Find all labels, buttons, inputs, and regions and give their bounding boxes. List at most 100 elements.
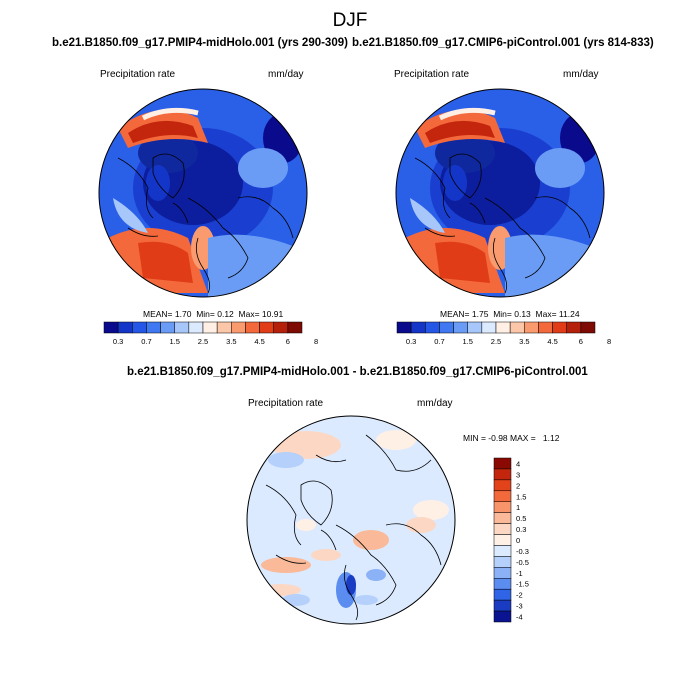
colorbar-swatch	[245, 321, 260, 334]
max-label: Max=	[535, 309, 557, 319]
colorbar-tick-label: 3.5	[226, 337, 236, 346]
colorbar-tick-label: 0.3	[516, 525, 526, 534]
colorbar-swatch	[580, 321, 596, 334]
colorbar-swatch	[188, 321, 204, 334]
right-precipitation-map	[395, 88, 605, 298]
max-label: Max=	[238, 309, 260, 319]
colorbar-swatch	[493, 490, 512, 502]
colorbar-swatch	[493, 523, 512, 535]
colorbar-swatch	[493, 588, 512, 601]
colorbar-swatch	[493, 578, 512, 590]
colorbar-tick-label: 2	[516, 481, 520, 490]
colorbar-swatch	[493, 599, 512, 612]
colorbar-swatch	[493, 457, 512, 470]
colorbar-tick-label: -0.5	[516, 558, 529, 567]
right-max-value: 11.24	[558, 309, 580, 319]
diff-max-value: 1.12	[542, 433, 560, 443]
colorbar-swatch	[524, 321, 539, 334]
colorbar-swatch	[410, 321, 426, 334]
colorbar-swatch	[493, 479, 512, 492]
colorbar-tick-label: 0.3	[113, 337, 123, 346]
max-label: MAX =	[510, 433, 536, 443]
colorbar-tick-label: 2.5	[491, 337, 501, 346]
colorbar-swatch	[132, 321, 147, 334]
colorbar-tick-label: -1	[516, 569, 523, 578]
colorbar-swatch	[103, 321, 119, 334]
colorbar-swatch	[467, 321, 483, 334]
difference-title: b.e21.B1850.f09_g17.PMIP4-midHolo.001 - …	[127, 366, 588, 378]
colorbar-swatch	[146, 321, 161, 334]
colorbar-tick-label: 0	[516, 536, 520, 545]
left-panel-title: b.e21.B1850.f09_g17.PMIP4-midHolo.001 (y…	[52, 37, 348, 49]
colorbar-swatch	[566, 321, 582, 334]
colorbar-tick-label: 6	[579, 337, 583, 346]
right-colorbar: 0.3 0.7 1.5 2.5 3.5 4.5 6 8	[396, 321, 611, 346]
right-panel-title: b.e21.B1850.f09_g17.CMIP6-piControl.001 …	[352, 37, 654, 49]
colorbar-swatch	[493, 567, 512, 579]
left-min-value: 0.12	[217, 309, 234, 319]
colorbar-tick-label: 6	[286, 337, 290, 346]
min-label: MIN =	[463, 433, 486, 443]
colorbar-tick-label: 8	[314, 337, 318, 346]
colorbar-tick-label: -0.3	[516, 547, 529, 556]
right-min-value: 0.13	[514, 309, 531, 319]
colorbar-swatch	[493, 534, 512, 546]
colorbar-swatch	[273, 321, 289, 334]
colorbar-tick-label: 0.5	[516, 514, 526, 523]
colorbar-tick-label: 3.5	[519, 337, 529, 346]
colorbar-tick-label: 1	[516, 503, 520, 512]
colorbar-swatch	[425, 321, 440, 334]
colorbar-swatch	[396, 321, 412, 334]
colorbar-swatch	[231, 321, 246, 334]
left-max-value: 10.91	[261, 309, 284, 319]
left-stats: MEAN= 1.70 Min= 0.12 Max= 10.91	[143, 309, 283, 319]
colorbar-swatch	[439, 321, 454, 334]
colorbar-swatch	[493, 468, 512, 481]
colorbar-tick-label: 4	[516, 459, 520, 468]
colorbar-swatch	[493, 501, 512, 513]
colorbar-swatch	[202, 321, 218, 334]
colorbar-swatch	[174, 321, 190, 334]
diff-min-value: -0.98	[488, 433, 508, 443]
right-variable-label: Precipitation rate	[394, 69, 470, 80]
min-label: Min=	[196, 309, 215, 319]
colorbar-swatch	[117, 321, 133, 334]
colorbar-swatch	[259, 321, 274, 334]
colorbar-swatch	[538, 321, 553, 334]
figure-title: DJF	[332, 10, 368, 31]
left-mean-value: 1.70	[174, 309, 192, 319]
diff-variable-label: Precipitation rate	[248, 398, 324, 409]
colorbar-swatch	[216, 321, 232, 334]
difference-precipitation-map	[246, 415, 456, 625]
colorbar-tick-label: 4.5	[254, 337, 264, 346]
colorbar-tick-label: 0.7	[434, 337, 444, 346]
mean-label: MEAN=	[143, 309, 173, 319]
colorbar-swatch	[495, 321, 511, 334]
colorbar-swatch	[493, 556, 512, 568]
left-variable-label: Precipitation rate	[100, 69, 176, 80]
colorbar-swatch	[493, 610, 512, 623]
colorbar-tick-label: 2.5	[198, 337, 208, 346]
colorbar-swatch	[481, 321, 497, 334]
colorbar-swatch	[493, 545, 512, 557]
colorbar-tick-label: 8	[607, 337, 611, 346]
colorbar-tick-label: -2	[516, 591, 523, 600]
colorbar-tick-label: 0.7	[141, 337, 151, 346]
colorbar-tick-label: 4.5	[547, 337, 557, 346]
right-stats: MEAN= 1.75 Min= 0.13 Max= 11.24	[440, 309, 580, 319]
diff-stats: MIN = -0.98 MAX = 1.12	[463, 433, 559, 443]
colorbar-swatch	[552, 321, 567, 334]
colorbar-tick-label: 1.5	[462, 337, 472, 346]
diff-units-label: mm/day	[417, 398, 453, 409]
right-units-label: mm/day	[563, 69, 599, 80]
colorbar-swatch	[160, 321, 175, 334]
left-precipitation-map	[98, 88, 308, 298]
colorbar-swatch	[493, 512, 512, 524]
left-colorbar: 0.3 0.7 1.5 2.5 3.5 4.5 6 8	[103, 321, 318, 346]
colorbar-tick-label: 0.3	[406, 337, 416, 346]
min-label: Min=	[493, 309, 512, 319]
colorbar-tick-label: -4	[516, 613, 523, 622]
mean-label: MEAN=	[440, 309, 470, 319]
colorbar-tick-label: -3	[516, 602, 523, 611]
colorbar-swatch	[453, 321, 468, 334]
